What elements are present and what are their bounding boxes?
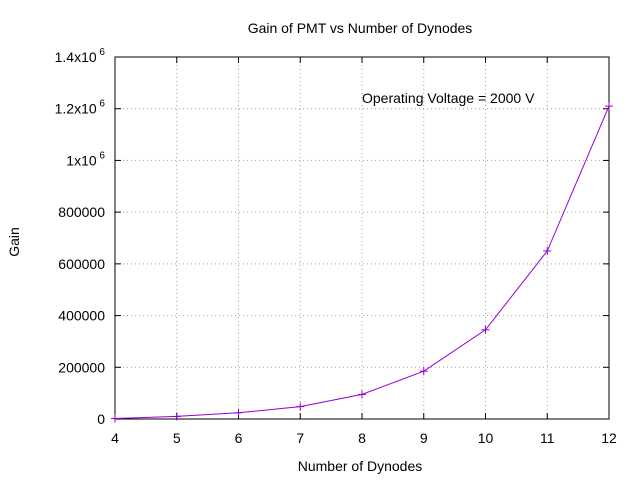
y-tick-label: 1.4x10 6 <box>55 47 106 65</box>
y-tick-label: 800000 <box>58 204 105 220</box>
y-tick-label: 0 <box>97 411 105 427</box>
series-line <box>114 105 610 419</box>
x-tick-label: 12 <box>601 430 617 446</box>
y-tick-label: 200000 <box>58 359 105 375</box>
y-tick-label: 1.2x10 6 <box>55 99 106 117</box>
x-tick-label: 4 <box>111 430 119 446</box>
x-tick-label: 6 <box>235 430 243 446</box>
y-tick-label: 400000 <box>58 308 105 324</box>
x-tick-label: 11 <box>540 430 555 446</box>
ticks-layer: 4 5 6 7 8 9 10 11 12 0 200000 400000 600000 800000 1x1… <box>55 47 617 446</box>
data-point <box>543 246 552 255</box>
data-point <box>419 367 428 376</box>
series-layer <box>111 102 613 423</box>
y-tick-label: 600000 <box>58 256 105 272</box>
data-point <box>234 408 243 417</box>
x-tick-label: 5 <box>173 430 181 446</box>
data-point <box>111 414 119 423</box>
y-tick-label: 1x10 6 <box>66 150 105 168</box>
data-point <box>358 390 366 399</box>
data-point <box>481 325 490 334</box>
x-axis-label: Number of Dynodes <box>298 458 423 474</box>
chart-title: Gain of PMT vs Number of Dynodes <box>248 20 473 36</box>
data-point <box>605 102 613 111</box>
data-point <box>172 412 181 421</box>
x-tick-label: 9 <box>420 430 428 446</box>
grid-layer <box>115 57 609 419</box>
x-tick-label: 7 <box>296 430 304 446</box>
data-point <box>296 402 305 411</box>
x-tick-label: 10 <box>478 430 494 446</box>
annotation-label: Operating Voltage = 2000 V <box>362 90 535 106</box>
x-tick-label: 8 <box>358 430 366 446</box>
y-axis-label: Gain <box>6 227 22 257</box>
